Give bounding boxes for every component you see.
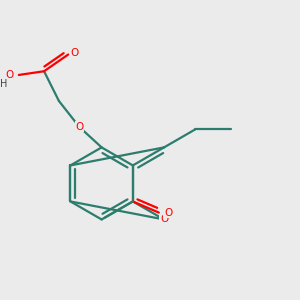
Text: O: O [75,122,83,132]
Text: O: O [71,48,79,58]
Text: O: O [5,70,14,80]
Text: O: O [164,208,172,218]
Text: H: H [0,79,8,89]
Text: O: O [160,214,168,224]
